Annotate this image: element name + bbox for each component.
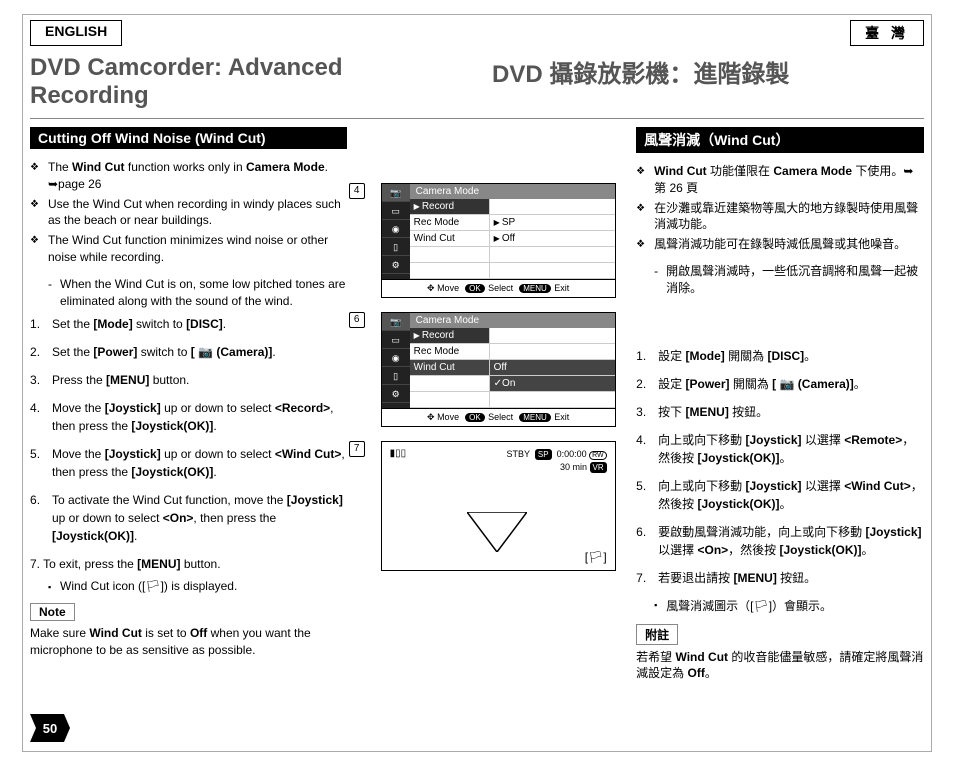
stby-status: STBY SP 0:00:00 RW 30 min VR [507, 448, 607, 473]
bullet: The Wind Cut function works only in Came… [30, 159, 347, 193]
page-title-en: DVD Camcorder: Advanced Recording [30, 54, 462, 110]
lcd-record: ▶Record [410, 199, 490, 214]
lcd-on: ✓On [490, 376, 615, 391]
note-text-zh: 若希望 Wind Cut 的收音能儘量敏感，請確定將風聲消減設定為 Off。 [636, 649, 924, 683]
step: 按下 [MENU] 按鈕。 [636, 403, 924, 421]
section-header-zh: 風聲消減（Wind Cut） [636, 127, 924, 153]
lang-taiwan: 臺 灣 [850, 20, 924, 46]
section-header-en: Cutting Off Wind Noise (Wind Cut) [30, 127, 347, 149]
step: 向上或向下移動 [Joystick] 以選擇 <Wind Cut>，然後按 [J… [636, 477, 924, 513]
disc-icon: ◉ [382, 349, 410, 367]
camera-icon: 📷 [382, 184, 410, 202]
note-label-zh: 附註 [636, 624, 678, 645]
step-7: 7. To exit, press the [MENU] button. [30, 555, 347, 573]
step: Set the [Power] switch to [ 📷 (Camera)]. [30, 343, 347, 361]
page-number: 50 [30, 714, 70, 742]
lcd-recmode: Rec Mode [410, 344, 490, 359]
sub-bullet: When the Wind Cut is on, some low pitche… [30, 276, 347, 310]
callout-4: 4 [349, 183, 365, 199]
battery-icon: ▮▯▯ [390, 448, 407, 459]
step: 設定 [Mode] 開關為 [DISC]。 [636, 347, 924, 365]
bullet: 風聲消減功能可在錄製時減低風聲或其他噪音。 [636, 236, 924, 253]
windcut-icon: [🏳] [585, 550, 607, 564]
page-title-zh: DVD 攝錄放影機：進階錄製 [492, 54, 924, 110]
disc-icon: ◉ [382, 220, 410, 238]
title-rule [30, 118, 924, 119]
lcd-title: Camera Mode [410, 184, 615, 199]
record-triangle-icon [467, 512, 527, 552]
note-label-en: Note [30, 603, 75, 621]
step: 設定 [Power] 開關為 [ 📷 (Camera)]。 [636, 375, 924, 393]
step: Move the [Joystick] up or down to select… [30, 445, 347, 481]
bullet: 在沙灘或靠近建築物等風大的地方錄製時使用風聲消減功能。 [636, 200, 924, 234]
lcd-footer: ✥ Move OK Select MENU Exit [382, 279, 615, 297]
bullet: The Wind Cut function minimizes wind noi… [30, 232, 347, 266]
step-7-sub: Wind Cut icon ([🏳]) is displayed. [30, 579, 347, 593]
tape-icon: ▭ [382, 331, 410, 349]
step: 向上或向下移動 [Joystick] 以選擇 <Remote>，然後按 [Joy… [636, 431, 924, 467]
tape-icon: ▭ [382, 202, 410, 220]
lcd-screen-6: 📷 ▭ ◉ ▯ ⚙ Camera Mode ▶Record Rec Mode W… [381, 312, 616, 427]
lcd-title: Camera Mode [410, 313, 615, 328]
step: 要啟動風聲消減功能，向上或向下移動 [Joystick] 以選擇 <On>，然後… [636, 523, 924, 559]
lcd-windcut: Wind Cut [410, 231, 490, 246]
camera-icon: 📷 [382, 313, 410, 331]
step: Set the [Mode] switch to [DISC]. [30, 315, 347, 333]
column-english: Cutting Off Wind Noise (Wind Cut) The Wi… [30, 127, 347, 682]
sub-bullet: 開啟風聲消減時，一些低沉音調將和風聲一起被消除。 [636, 263, 924, 297]
memory-icon: ▯ [382, 238, 410, 256]
lcd-recmode: Rec Mode [410, 215, 490, 230]
lcd-windcut: Wind Cut [410, 360, 490, 375]
callout-6: 6 [349, 312, 365, 328]
lcd-screen-7: ▮▯▯ STBY SP 0:00:00 RW 30 min VR [🏳] [381, 441, 616, 571]
lcd-record: ▶Record [410, 328, 490, 343]
lcd-screen-4: 📷 ▭ ◉ ▯ ⚙ Camera Mode ▶Record Rec Mode▶S… [381, 183, 616, 298]
step: Press the [MENU] button. [30, 371, 347, 389]
step: 若要退出請按 [MENU] 按鈕。 [636, 569, 924, 587]
settings-icon: ⚙ [382, 256, 410, 274]
lang-english: ENGLISH [30, 20, 122, 46]
step: Move the [Joystick] up or down to select… [30, 399, 347, 435]
column-chinese: 風聲消減（Wind Cut） Wind Cut 功能僅限在 Camera Mod… [636, 127, 924, 682]
column-screens: 4 📷 ▭ ◉ ▯ ⚙ Camera Mode ▶Record [367, 127, 616, 682]
lcd-off: Off [490, 360, 615, 375]
memory-icon: ▯ [382, 367, 410, 385]
note-text-en: Make sure Wind Cut is set to Off when yo… [30, 625, 347, 659]
settings-icon: ⚙ [382, 385, 410, 403]
lcd-sp: ▶SP [490, 215, 615, 230]
step-7-sub: 風聲消減圖示（[🏳]）會顯示。 [636, 597, 924, 614]
lcd-off: ▶Off [490, 231, 615, 246]
step: To activate the Wind Cut function, move … [30, 491, 347, 545]
lcd-footer: ✥ Move OK Select MENU Exit [382, 408, 615, 426]
bullet: Wind Cut 功能僅限在 Camera Mode 下使用。➥第 26 頁 [636, 163, 924, 197]
callout-7: 7 [349, 441, 365, 457]
bullet: Use the Wind Cut when recording in windy… [30, 196, 347, 230]
language-tabs: ENGLISH 臺 灣 [30, 20, 924, 46]
